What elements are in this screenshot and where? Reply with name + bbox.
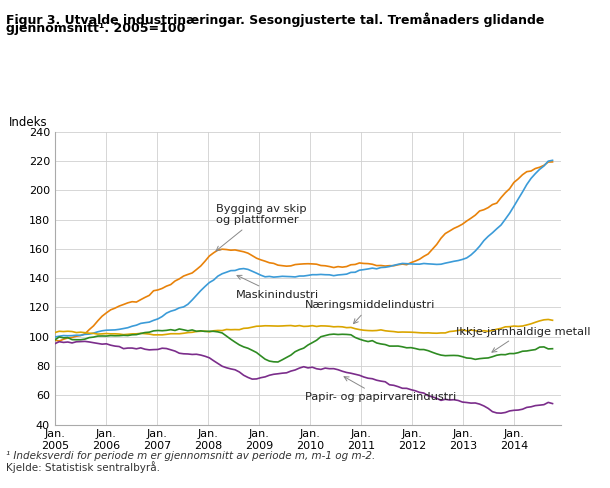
Text: ¹ Indeksverdi for periode m er gjennomsnitt av periode m, m-1 og m-2.: ¹ Indeksverdi for periode m er gjennomsn… (6, 451, 375, 461)
Text: Papir- og papirvareindustri: Papir- og papirvareindustri (305, 377, 456, 402)
Text: Ikkje-jarnhaldige metall: Ikkje-jarnhaldige metall (456, 327, 590, 352)
Text: gjennomsnitt¹. 2005=100: gjennomsnitt¹. 2005=100 (6, 22, 185, 35)
Text: Kjelde: Statistisk sentralbyrå.: Kjelde: Statistisk sentralbyrå. (6, 461, 160, 473)
Text: Indeks: Indeks (9, 116, 48, 129)
Text: Figur 3. Utvalde industrinæringar. Sesongjusterte tal. Tremånaders glidande: Figur 3. Utvalde industrinæringar. Seson… (6, 12, 545, 27)
Text: Maskinindustri: Maskinindustri (236, 275, 319, 300)
Text: Bygging av skip
og plattformer: Bygging av skip og plattformer (216, 204, 306, 251)
Text: Næringsmiddelindustri: Næringsmiddelindustri (305, 301, 436, 324)
